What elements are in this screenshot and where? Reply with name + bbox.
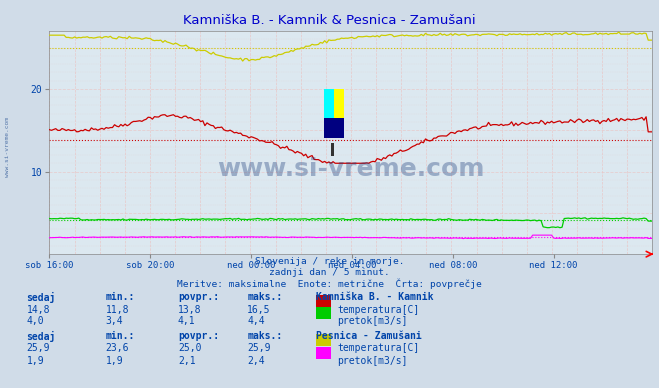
Text: min.:: min.:: [105, 331, 135, 341]
Text: 14,8: 14,8: [26, 305, 50, 315]
Text: 4,4: 4,4: [247, 316, 265, 326]
Text: temperatura[C]: temperatura[C]: [337, 305, 420, 315]
Text: 3,4: 3,4: [105, 316, 123, 326]
Bar: [324, 89, 334, 138]
Text: 1,9: 1,9: [26, 356, 44, 366]
Text: pretok[m3/s]: pretok[m3/s]: [337, 356, 408, 366]
Text: 2,1: 2,1: [178, 356, 196, 366]
Text: 16,5: 16,5: [247, 305, 271, 315]
Text: 1,9: 1,9: [105, 356, 123, 366]
Text: 4,1: 4,1: [178, 316, 196, 326]
Text: maks.:: maks.:: [247, 292, 282, 302]
Text: sedaj: sedaj: [26, 292, 56, 303]
Text: sedaj: sedaj: [26, 331, 56, 341]
Text: povpr.:: povpr.:: [178, 331, 219, 341]
Text: 13,8: 13,8: [178, 305, 202, 315]
Text: povpr.:: povpr.:: [178, 292, 219, 302]
Text: www.si-vreme.com: www.si-vreme.com: [217, 158, 484, 181]
Text: zadnji dan / 5 minut.: zadnji dan / 5 minut.: [269, 268, 390, 277]
Text: 25,9: 25,9: [247, 343, 271, 353]
Text: pretok[m3/s]: pretok[m3/s]: [337, 316, 408, 326]
Text: maks.:: maks.:: [247, 331, 282, 341]
Bar: [324, 118, 344, 138]
Text: min.:: min.:: [105, 292, 135, 302]
Text: 11,8: 11,8: [105, 305, 129, 315]
Text: Slovenija / reke in morje.: Slovenija / reke in morje.: [255, 257, 404, 266]
Bar: [331, 143, 334, 156]
Text: 4,0: 4,0: [26, 316, 44, 326]
Text: 2,4: 2,4: [247, 356, 265, 366]
Text: Meritve: maksimalne  Enote: metrične  Črta: povprečje: Meritve: maksimalne Enote: metrične Črta…: [177, 279, 482, 289]
Text: 23,6: 23,6: [105, 343, 129, 353]
Text: 25,0: 25,0: [178, 343, 202, 353]
Text: 25,9: 25,9: [26, 343, 50, 353]
Text: Kamniška B. - Kamnik: Kamniška B. - Kamnik: [316, 292, 434, 302]
Text: Pesnica - Zamušani: Pesnica - Zamušani: [316, 331, 422, 341]
Text: www.si-vreme.com: www.si-vreme.com: [5, 118, 11, 177]
Bar: [324, 89, 344, 138]
Text: temperatura[C]: temperatura[C]: [337, 343, 420, 353]
Text: Kamniška B. - Kamnik & Pesnica - Zamušani: Kamniška B. - Kamnik & Pesnica - Zamušan…: [183, 14, 476, 27]
